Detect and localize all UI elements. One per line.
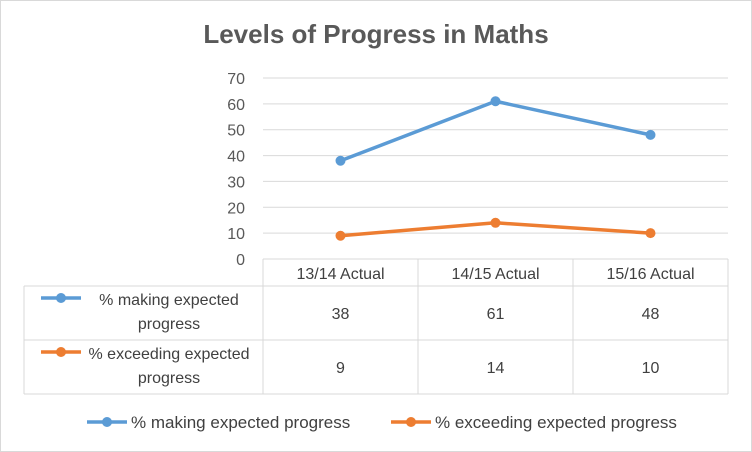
y-tick-label: 40 xyxy=(227,149,245,166)
table-legend-key-marker xyxy=(56,347,66,357)
data-point xyxy=(490,217,501,228)
legend-key-marker xyxy=(406,417,416,427)
table-value: 38 xyxy=(332,306,350,323)
legend-key-marker xyxy=(102,417,112,427)
table-series-label: % making expected xyxy=(99,292,239,309)
y-tick-label: 70 xyxy=(227,71,245,88)
table-value: 48 xyxy=(642,306,660,323)
series-line xyxy=(339,99,651,163)
chart-title: Levels of Progress in Maths xyxy=(203,19,549,49)
category-label: 15/16 Actual xyxy=(606,266,694,283)
table-series-label: % exceeding expected xyxy=(89,346,250,363)
table-series-label: progress xyxy=(138,316,200,333)
y-tick-label: 50 xyxy=(227,123,245,140)
table-value: 10 xyxy=(642,360,660,377)
data-point xyxy=(490,96,501,107)
y-tick-label: 60 xyxy=(227,97,245,114)
table-value: 14 xyxy=(487,360,505,377)
data-point xyxy=(335,230,346,241)
data-point xyxy=(645,129,656,140)
legend-label: % making expected progress xyxy=(131,413,350,432)
data-point xyxy=(335,155,346,166)
y-tick-label: 30 xyxy=(227,174,245,191)
table-value: 9 xyxy=(336,360,345,377)
y-tick-label: 0 xyxy=(236,252,245,269)
table-legend-key-marker xyxy=(56,293,66,303)
y-tick-label: 10 xyxy=(227,226,245,243)
y-tick-label: 20 xyxy=(227,200,245,217)
table-series-label: progress xyxy=(138,370,200,387)
category-label: 14/15 Actual xyxy=(451,266,539,283)
category-label: 13/14 Actual xyxy=(296,266,384,283)
data-point xyxy=(645,228,656,239)
table-value: 61 xyxy=(487,306,505,323)
legend-label: % exceeding expected progress xyxy=(435,413,677,432)
